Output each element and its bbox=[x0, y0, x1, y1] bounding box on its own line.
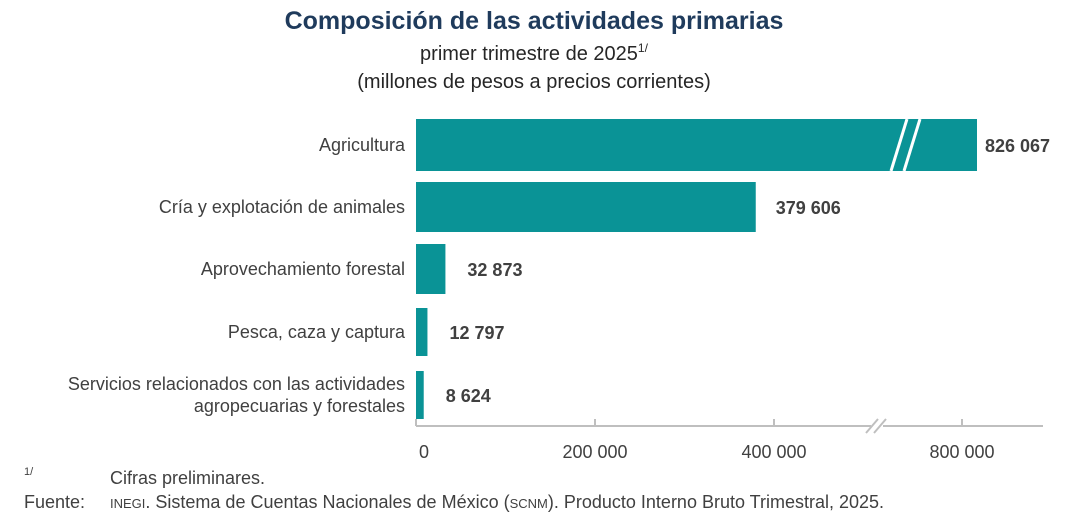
x-axis-break-mark-0 bbox=[865, 418, 879, 434]
chart-units: (millones de pesos a precios corrientes) bbox=[357, 71, 711, 93]
bar-break-mark-0 bbox=[889, 118, 909, 172]
value-label-1: 379 606 bbox=[776, 198, 841, 218]
category-label-2: Aprovechamiento forestal bbox=[201, 259, 405, 279]
subtitle-text: primer trimestre de 2025 bbox=[420, 43, 638, 65]
category-label-0: Agricultura bbox=[319, 135, 406, 155]
bar-break-mark-1 bbox=[902, 118, 922, 172]
x-tick-label-3: 800 000 bbox=[929, 442, 994, 462]
bar-2 bbox=[416, 244, 446, 294]
bar-chart: Agricultura Cría y explotación de animale… bbox=[68, 118, 1050, 462]
value-label-4: 8 624 bbox=[446, 386, 491, 406]
x-tick-label-0: 0 bbox=[419, 442, 429, 462]
category-label-4: Servicios relacionados con las actividad… bbox=[68, 374, 405, 416]
x-axis-break-mark-1 bbox=[873, 418, 887, 434]
x-tick-label-1: 200 000 bbox=[562, 442, 627, 462]
bar-4 bbox=[416, 371, 424, 419]
footnote-mark: 1/ bbox=[24, 466, 34, 478]
footnote-text: Cifras preliminares. bbox=[110, 468, 266, 488]
source-end: ). Producto Interno Bruto Trimestral, 20… bbox=[547, 492, 885, 512]
source-org: inegi bbox=[110, 496, 146, 511]
bar-1 bbox=[416, 182, 756, 232]
category-label-1: Cría y explotación de animales bbox=[159, 197, 405, 217]
x-tick-label-2: 400 000 bbox=[741, 442, 806, 462]
chart-title: Composición de las actividades primarias bbox=[284, 7, 784, 35]
source-abbr: scnm bbox=[509, 496, 548, 511]
bar-0 bbox=[416, 119, 977, 171]
category-label-3: Pesca, caza y captura bbox=[228, 322, 406, 342]
value-label-2: 32 873 bbox=[467, 260, 522, 280]
value-label-3: 12 797 bbox=[449, 323, 504, 343]
source-label: Fuente: bbox=[24, 492, 86, 512]
source-mid: . Sistema de Cuentas Nacionales de Méxic… bbox=[145, 492, 510, 512]
bar-3 bbox=[416, 308, 428, 356]
subtitle-footnote-mark: 1/ bbox=[637, 41, 648, 55]
value-label-0: 826 067 bbox=[985, 136, 1050, 156]
source-text: inegi. Sistema de Cuentas Nacionales de … bbox=[110, 492, 884, 513]
chart-subtitle: primer trimestre de 20251/ bbox=[0, 41, 1068, 66]
